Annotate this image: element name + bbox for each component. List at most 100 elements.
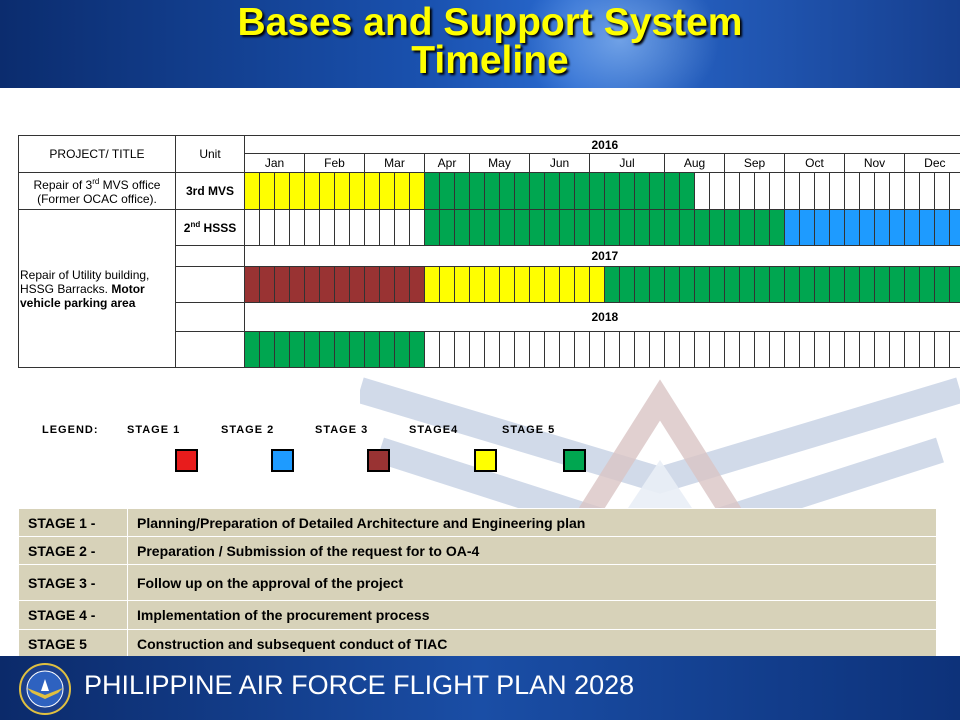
timeline-cell-stage-4 (544, 266, 560, 303)
timeline-cell-stage-5 (574, 209, 590, 246)
timeline-cell-stage-5 (679, 266, 695, 303)
footer-text: PHILIPPINE AIR FORCE FLIGHT PLAN 2028 (84, 670, 635, 700)
timeline-cell-stage-5 (274, 331, 290, 368)
timeline-cell-stage-4 (379, 172, 395, 210)
timeline-cell-empty (649, 331, 665, 368)
timeline-cell-empty (814, 172, 830, 210)
timeline-cell-empty (349, 209, 365, 246)
timeline-cell-stage-2 (829, 209, 845, 246)
timeline-cell-empty (709, 331, 725, 368)
timeline-cell-empty (799, 172, 815, 210)
timeline-cell-stage-4 (439, 266, 455, 303)
timeline-cell-stage-4 (514, 266, 530, 303)
timeline-cell-stage-4 (559, 266, 575, 303)
timeline-cell-stage-5 (454, 209, 470, 246)
footer-banner: PHILIPPINE AIR FORCE FLIGHT PLAN 2028 (0, 656, 960, 720)
timeline-cell-empty (589, 331, 605, 368)
timeline-cell-empty (949, 331, 960, 368)
timeline-cell-stage-5 (544, 209, 560, 246)
stage-description: Planning/Preparation of Detailed Archite… (127, 508, 937, 537)
timeline-cell-stage-5 (589, 209, 605, 246)
timeline-cell-stage-4 (244, 172, 260, 210)
timeline-cell-stage-5 (574, 172, 590, 210)
unit-blank-2018-label (175, 302, 245, 332)
timeline-cell-stage-4 (364, 172, 380, 210)
timeline-cell-stage-5 (649, 172, 665, 210)
timeline-cell-stage-5 (844, 266, 860, 303)
timeline-cell-stage-5 (589, 172, 605, 210)
timeline-cell-stage-5 (634, 172, 650, 210)
timeline-cell-empty (409, 209, 425, 246)
timeline-cell-stage-4 (259, 172, 275, 210)
timeline-cell-stage-4 (424, 266, 440, 303)
timeline-cell-empty (574, 331, 590, 368)
timeline-cell-stage-5 (454, 172, 470, 210)
timeline-cell-stage-5 (394, 331, 410, 368)
timeline-cell-empty (904, 331, 920, 368)
timeline-cell-empty (634, 331, 650, 368)
timeline-cell-stage-4 (274, 172, 290, 210)
timeline-cell-empty (319, 209, 335, 246)
timeline-cell-stage-5 (664, 209, 680, 246)
timeline-cell-stage-4 (289, 172, 305, 210)
timeline-cell-stage-5 (619, 209, 635, 246)
timeline-cell-stage-5 (634, 266, 650, 303)
timeline-cell-stage-3 (334, 266, 350, 303)
timeline-cell-stage-5 (559, 209, 575, 246)
legend-stage-4-label: STAGE4 (409, 424, 459, 436)
timeline-cell-empty (424, 331, 440, 368)
timeline-cell-empty (364, 209, 380, 246)
timeline-cell-empty (664, 331, 680, 368)
timeline-cell-stage-2 (814, 209, 830, 246)
timeline-cell-stage-5 (499, 172, 515, 210)
unit-blank-2017-label (175, 245, 245, 267)
stage-code: STAGE 4 - (18, 600, 128, 630)
timeline-cell-stage-5 (304, 331, 320, 368)
timeline-cell-empty (934, 331, 950, 368)
legend-stage-5-swatch (563, 449, 586, 472)
timeline-cell-empty (919, 172, 935, 210)
timeline-cell-stage-5 (874, 266, 890, 303)
timeline-cell-empty (889, 172, 905, 210)
timeline-cell-empty (439, 331, 455, 368)
timeline-cell-empty (259, 209, 275, 246)
timeline-cell-empty (694, 331, 710, 368)
timeline-cell-stage-5 (949, 266, 960, 303)
timeline-cell-stage-3 (409, 266, 425, 303)
timeline-cell-stage-3 (319, 266, 335, 303)
timeline-cell-stage-5 (859, 266, 875, 303)
timeline-cell-stage-5 (334, 331, 350, 368)
stage-code: STAGE 2 - (18, 536, 128, 565)
timeline-cell-empty (829, 331, 845, 368)
timeline-cell-empty (829, 172, 845, 210)
page-title: Bases and Support System Timeline (0, 3, 960, 80)
timeline-cell-stage-5 (679, 172, 695, 210)
timeline-cell-empty (949, 172, 960, 210)
timeline-cell-stage-3 (349, 266, 365, 303)
project-2-title: Repair of Utility building, HSSG Barrack… (18, 209, 176, 368)
timeline-cell-stage-5 (469, 209, 485, 246)
timeline-cell-stage-5 (934, 266, 950, 303)
stage-row: STAGE 5 Construction and subsequent cond… (18, 629, 937, 658)
timeline-cell-stage-5 (649, 209, 665, 246)
timeline-cell-stage-5 (694, 266, 710, 303)
timeline-cell-stage-4 (349, 172, 365, 210)
timeline-cell-stage-5 (769, 266, 785, 303)
timeline-cell-stage-5 (439, 209, 455, 246)
timeline-cell-stage-3 (364, 266, 380, 303)
timeline-cell-empty (289, 209, 305, 246)
timeline-cell-stage-5 (664, 266, 680, 303)
timeline-cell-empty (679, 331, 695, 368)
timeline-cell-stage-4 (409, 172, 425, 210)
month-label: Jan (244, 153, 305, 173)
timeline-cell-stage-2 (889, 209, 905, 246)
timeline-cell-stage-5 (409, 331, 425, 368)
timeline-cell-stage-5 (244, 331, 260, 368)
timeline-cell-empty (544, 331, 560, 368)
timeline-cell-empty (874, 331, 890, 368)
timeline-cell-empty (844, 172, 860, 210)
timeline-cell-stage-5 (739, 266, 755, 303)
year-2017-label: 2017 (244, 245, 960, 267)
timeline-cell-stage-5 (484, 209, 500, 246)
timeline-cell-empty (379, 209, 395, 246)
